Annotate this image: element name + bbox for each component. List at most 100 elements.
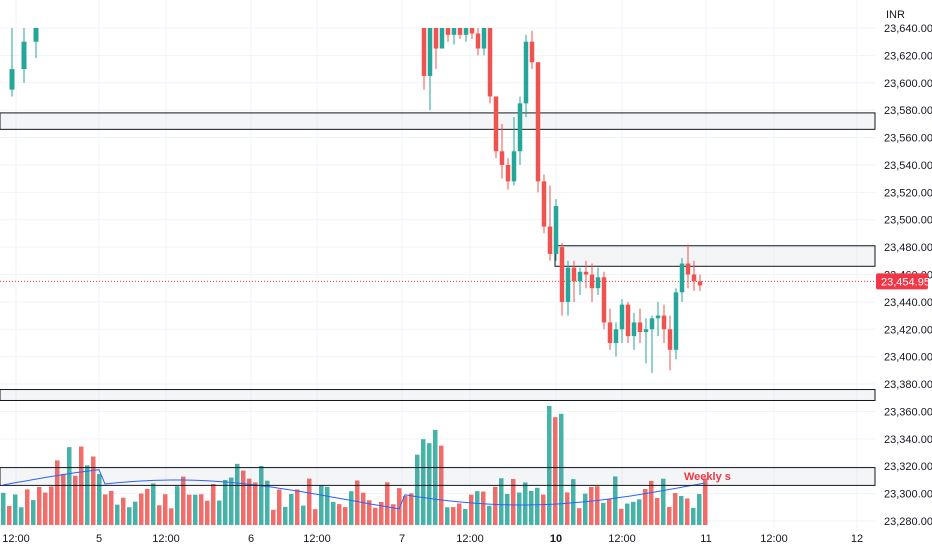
candle-body <box>559 247 565 302</box>
volume-sma-line <box>2 469 706 510</box>
volume-bar <box>541 494 546 525</box>
volume-bar <box>703 478 708 525</box>
candles[interactable] <box>9 28 703 374</box>
time-tick-label: 12 <box>851 533 863 545</box>
volume-bar <box>169 508 174 525</box>
candle-body <box>655 315 661 319</box>
volume-bar <box>49 486 54 525</box>
candle-body <box>649 318 655 330</box>
price-tick-label: 23,300.00 <box>884 489 932 501</box>
volume-bar <box>547 405 552 525</box>
volume-bar <box>535 487 540 525</box>
price-tick-label: 23,520.00 <box>884 187 932 199</box>
volume-bar <box>649 480 654 525</box>
price-tick-label: 23,640.00 <box>884 23 932 35</box>
zone-rect <box>554 245 876 267</box>
candle-body <box>625 304 631 337</box>
volume-bar <box>415 454 420 525</box>
volume-bar <box>445 507 450 525</box>
time-tick-label: 5 <box>96 533 102 545</box>
price-tick-label: 23,400.00 <box>884 352 932 364</box>
price-tick-label: 23,380.00 <box>884 379 932 391</box>
volume-bar <box>457 503 462 525</box>
volume-bar <box>691 507 696 525</box>
volume-bar <box>55 460 60 525</box>
volume-bar <box>175 486 180 525</box>
volume-bar <box>127 507 132 525</box>
candle-body <box>529 41 535 63</box>
candle-body <box>511 151 517 182</box>
volume-bar <box>259 465 264 525</box>
price-tick-label: 23,560.00 <box>884 133 932 145</box>
volume-bar <box>151 483 156 525</box>
volume-bar <box>109 490 114 525</box>
price-tick-label: 23,480.00 <box>884 242 932 254</box>
volume-bar <box>229 477 234 525</box>
volume-bar <box>31 500 36 525</box>
candle-body <box>535 62 541 182</box>
volume-bar <box>301 505 306 525</box>
volume-bar <box>277 489 282 525</box>
volume-bar <box>523 482 528 525</box>
volume-bar <box>139 493 144 525</box>
candle-body <box>541 181 547 227</box>
volume-bar <box>199 494 204 525</box>
candle-body <box>9 69 15 90</box>
volume-bar <box>313 509 318 525</box>
price-tick-label: 23,440.00 <box>884 297 932 309</box>
volume-bar <box>337 504 342 525</box>
zone-rectangles[interactable] <box>0 112 876 486</box>
volume-bar <box>667 507 672 525</box>
time-axis[interactable]: 12:00 5 12:00 6 12:00 7 12:00 10 12:00 11 12:00 12 <box>2 533 863 545</box>
zone-rect <box>0 112 876 130</box>
volume-bar <box>241 470 246 525</box>
grid-lines <box>0 0 875 528</box>
volume-bar <box>601 502 606 525</box>
volume-bar <box>85 465 90 525</box>
candle-body <box>475 33 481 49</box>
volume-bar <box>571 479 576 525</box>
candle-body <box>631 322 637 337</box>
price-tick-label: 23,600.00 <box>884 78 932 90</box>
volume-bar <box>19 507 24 525</box>
candle-body <box>487 28 493 97</box>
candle-body <box>637 322 643 333</box>
volume-bar <box>97 474 102 525</box>
volume-bar <box>103 494 108 525</box>
volume-bar <box>643 489 648 525</box>
price-tick-label: 23,360.00 <box>884 406 932 418</box>
volume-bar <box>187 494 192 525</box>
volume-bar <box>133 501 138 525</box>
volume-bar <box>673 493 678 525</box>
volume-bar <box>481 491 486 525</box>
time-tick-label: 6 <box>248 533 254 545</box>
volume-bar <box>235 463 240 525</box>
candle-body <box>607 322 613 343</box>
volume-bar <box>25 489 30 525</box>
volume-bar <box>433 429 438 525</box>
volume-bar <box>559 413 564 525</box>
volume-bar <box>499 478 504 525</box>
candle-body <box>547 226 553 254</box>
volume-bar <box>517 492 522 525</box>
candle-body <box>619 304 625 330</box>
candle-body <box>685 263 691 275</box>
candle-body <box>493 96 499 152</box>
candle-body <box>481 28 487 49</box>
volume-bar <box>607 498 612 525</box>
volume-bar <box>247 478 252 525</box>
price-axis[interactable]: 23,280.00 23,300.00 23,320.00 23,340.00 23,3… <box>884 23 932 528</box>
candle-body <box>697 281 703 286</box>
time-tick-label: 12:00 <box>152 533 180 545</box>
volume-bar <box>289 494 294 525</box>
volume-bar <box>403 495 408 525</box>
zone-rect <box>0 389 876 401</box>
price-tick-label: 23,340.00 <box>884 434 932 446</box>
candle-body <box>691 274 697 282</box>
candle-body <box>673 292 679 350</box>
volume-bar <box>553 417 558 525</box>
volume-bar <box>325 486 330 525</box>
volume-bar <box>283 506 288 525</box>
last-price-badge: 23,454.95 <box>876 273 930 290</box>
